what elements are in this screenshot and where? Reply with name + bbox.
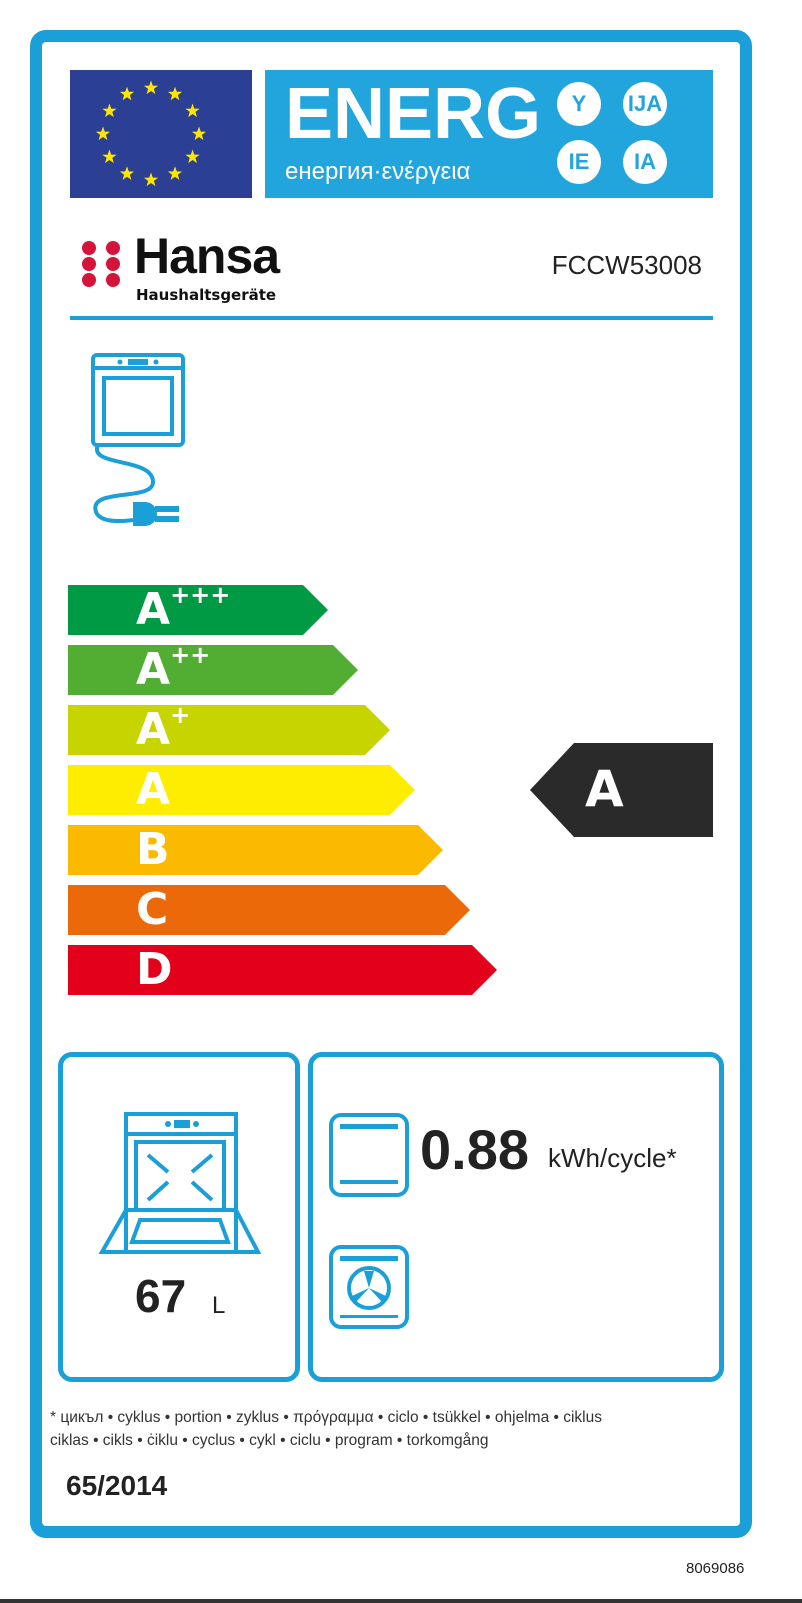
scale-bar-4 <box>68 825 443 875</box>
divider <box>70 316 713 320</box>
eu-star-icon <box>119 166 135 180</box>
eu-star-icon <box>95 126 111 141</box>
electric-oven-icon <box>91 353 185 526</box>
scale-plus: + <box>170 701 191 729</box>
eu-stars-icon <box>95 80 207 187</box>
energy-subtitle: енергия·ενέργεια <box>285 158 471 185</box>
regulation-number: 65/2014 <box>66 1470 168 1501</box>
label-code: 8069086 <box>686 1560 745 1577</box>
scale-bar-1 <box>68 645 358 695</box>
suffix-ie: IE <box>557 140 601 184</box>
oven-volume-icon <box>98 1112 262 1254</box>
scale-bar-5 <box>68 885 470 935</box>
scale-bar-2 <box>68 705 390 755</box>
scale-letter: A <box>136 644 171 695</box>
suffix-ija: IJA <box>623 82 667 126</box>
scale-label: D <box>68 945 173 995</box>
scale-letter: D <box>136 944 173 995</box>
eu-star-icon <box>143 80 159 95</box>
brand-name: Hansa <box>134 228 280 284</box>
rating-class: A <box>585 760 624 818</box>
scale-label: B <box>68 825 170 875</box>
model-number: FCCW53008 <box>551 250 702 280</box>
conventional-mode-icon <box>329 1113 409 1197</box>
scale-label: A+ <box>68 703 190 755</box>
brand-tagline: Haushaltsgeräte <box>136 286 277 304</box>
volume-panel <box>58 1052 300 1382</box>
eu-star-icon <box>119 86 135 101</box>
fan-mode-icon <box>329 1245 409 1329</box>
eu-flag <box>70 70 252 198</box>
eu-star-icon <box>185 103 200 118</box>
eu-star-icon <box>185 149 200 164</box>
scale-bar-3 <box>68 765 415 815</box>
scale-label: C <box>68 885 168 935</box>
scale-label: A <box>68 765 170 815</box>
scale-letter: A <box>136 704 171 755</box>
brand-dots-icon <box>82 241 120 287</box>
scale-plus: ++ <box>170 641 211 669</box>
eu-star-icon <box>102 103 117 118</box>
scale-plus: +++ <box>170 581 231 609</box>
suffix-ia: IA <box>623 140 667 184</box>
volume-unit: L <box>212 1292 226 1319</box>
scale-bar-0 <box>68 585 328 635</box>
scale-letter: A <box>136 764 171 815</box>
scale-label: A+++ <box>68 583 230 635</box>
energy-consumption-panel <box>308 1052 724 1382</box>
volume-value: 67 <box>135 1270 187 1322</box>
eu-star-icon <box>102 149 117 164</box>
footnote-line-2: ciklas • cikls • ċiklu • cyclus • cykl •… <box>50 1432 489 1449</box>
scale-label: A++ <box>68 643 210 695</box>
efficiency-scale <box>68 585 497 995</box>
energy-title: ENERG <box>285 74 542 154</box>
rating-arrow <box>530 743 713 837</box>
energy-consumption-unit: kWh/cycle* <box>548 1143 677 1173</box>
scale-bar-6 <box>68 945 497 995</box>
bottom-border <box>0 1599 802 1603</box>
footnote-line-1: * цикъл • cyklus • portion • zyklus • πρ… <box>50 1409 602 1426</box>
scale-letter: A <box>136 584 171 635</box>
scale-letter: B <box>136 824 170 875</box>
energy-header: ENERG енергия·ενέργεια Y IJA IE IA <box>265 70 713 198</box>
label-frame <box>30 30 752 1538</box>
eu-star-icon <box>167 166 183 180</box>
energy-consumption-value: 0.88 <box>420 1118 529 1181</box>
suffix-y: Y <box>557 82 601 126</box>
scale-letter: C <box>136 884 169 935</box>
eu-star-icon <box>143 172 159 187</box>
eu-star-icon <box>191 126 207 141</box>
eu-star-icon <box>167 86 183 101</box>
